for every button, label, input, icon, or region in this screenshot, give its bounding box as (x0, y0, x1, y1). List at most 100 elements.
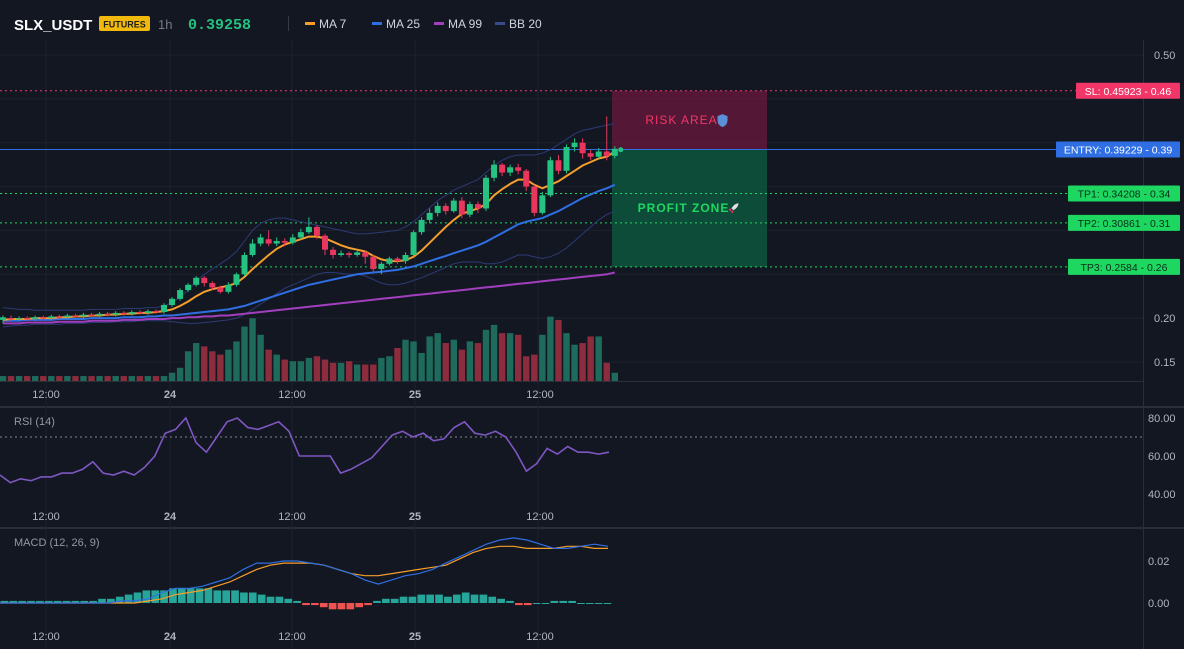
candle-body (587, 153, 594, 157)
time-tick: 12:00 (526, 631, 554, 643)
time-tick: 24 (164, 511, 177, 523)
volume-bar (515, 334, 522, 381)
macd-histogram-bar (444, 596, 452, 603)
candle-body (458, 200, 465, 215)
main-pane-divider (0, 406, 1184, 408)
macd-histogram-bar (62, 600, 71, 603)
volume-bar (152, 376, 160, 381)
candle-body (322, 235, 328, 250)
time-tick: 12:00 (278, 511, 306, 523)
macd-histogram-bar (195, 588, 204, 603)
volume-bar (144, 376, 152, 381)
risk-area-label: RISK AREA (645, 113, 717, 127)
header-divider (288, 16, 289, 31)
macd-histogram-bar (568, 600, 576, 603)
volume-bar (136, 376, 144, 381)
candle-body (474, 204, 481, 209)
legend-swatch (305, 22, 315, 25)
rsi-title: RSI (14) (14, 416, 55, 428)
candle-body (515, 167, 522, 171)
macd-histogram-bar (80, 600, 89, 603)
candle-body (177, 290, 184, 299)
time-tick: 12:00 (32, 389, 60, 401)
candle-body (233, 274, 240, 285)
candle-body (209, 283, 216, 288)
time-tick: 24 (164, 631, 177, 643)
macd-histogram-bar (142, 590, 151, 603)
volume-bar (458, 349, 466, 381)
volume-bar (128, 376, 135, 381)
macd-histogram-bar (479, 594, 488, 603)
volume-bar (394, 348, 401, 381)
legend-item-3: BB 20 (509, 17, 542, 31)
candle-body (531, 186, 538, 213)
legend-swatch (434, 22, 444, 25)
macd-histogram-bar (231, 590, 239, 603)
candle-body (338, 253, 345, 255)
volume-bar (571, 344, 578, 381)
candle-body (507, 167, 514, 173)
candle-body (281, 240, 288, 243)
volume-bar (345, 361, 353, 381)
macd-histogram-bar (452, 594, 461, 603)
rsi-tick: 40.00 (1148, 489, 1176, 501)
volume-bar (297, 361, 305, 381)
macd-histogram-bar (275, 596, 284, 603)
volume-bar (442, 343, 449, 381)
candle-body (297, 232, 304, 238)
candle-body (185, 284, 192, 291)
candle-body (611, 148, 618, 156)
macd-histogram-bar (497, 598, 505, 603)
time-tick: 25 (409, 631, 421, 643)
time-tick: 12:00 (278, 389, 306, 401)
candlesticks (0, 116, 624, 324)
candle-body (491, 164, 498, 178)
macd-histogram-bar (222, 590, 231, 603)
candle-body (104, 313, 111, 315)
macd-histogram-bar (408, 596, 417, 603)
volume-bar (193, 343, 200, 381)
symbol-title[interactable]: SLX_USDT (14, 17, 92, 34)
volume-bar (313, 356, 321, 381)
volume-bar (337, 362, 345, 381)
macd-tick: 0.02 (1148, 556, 1169, 568)
profit-zone (612, 149, 767, 267)
volume-bar (48, 376, 55, 381)
volume-bar (40, 376, 47, 381)
candle-body (563, 147, 570, 171)
macd-histogram-bar (381, 598, 390, 603)
macd-histogram-bar (559, 600, 568, 603)
legend-swatch (372, 22, 382, 25)
candle-body (144, 311, 151, 313)
risk-area-zone (612, 90, 767, 150)
volume-bar (225, 349, 232, 381)
candle-body (225, 284, 232, 292)
macd-histogram-bar (293, 600, 301, 603)
interval-label[interactable]: 1h (158, 17, 172, 32)
rsi-tick: 80.00 (1148, 413, 1176, 425)
macd-histogram-bar (373, 600, 381, 603)
candle-body (523, 170, 530, 187)
macd-histogram-bar (240, 592, 248, 603)
macd-histogram-bar (603, 603, 612, 604)
macd-histogram-bar (257, 594, 266, 603)
macd-histogram-bar (204, 588, 213, 603)
time-axes: 12:00 24 12:00 25 12:00 12:00 24 12:00 25 12:00 12… (32, 389, 554, 643)
macd-histogram-bar (151, 590, 160, 603)
price-axis-border (1143, 40, 1144, 649)
volume-bar (56, 376, 63, 381)
volume-bar (201, 346, 208, 381)
macd-title: MACD (12, 26, 9) (14, 537, 100, 549)
macd-histogram-bar (124, 594, 133, 603)
volume-bar (434, 333, 441, 381)
price-tick: 0.20 (1154, 313, 1175, 325)
volume-bar (321, 359, 329, 381)
macd-tick: 0.00 (1148, 598, 1169, 610)
macd-histogram-bar (18, 600, 27, 603)
macd-histogram-bar (284, 598, 293, 603)
candle-body (354, 252, 361, 255)
tp1-tag-bg (1068, 185, 1180, 202)
macd-histogram-bar (71, 600, 80, 603)
candle-body (434, 205, 441, 213)
